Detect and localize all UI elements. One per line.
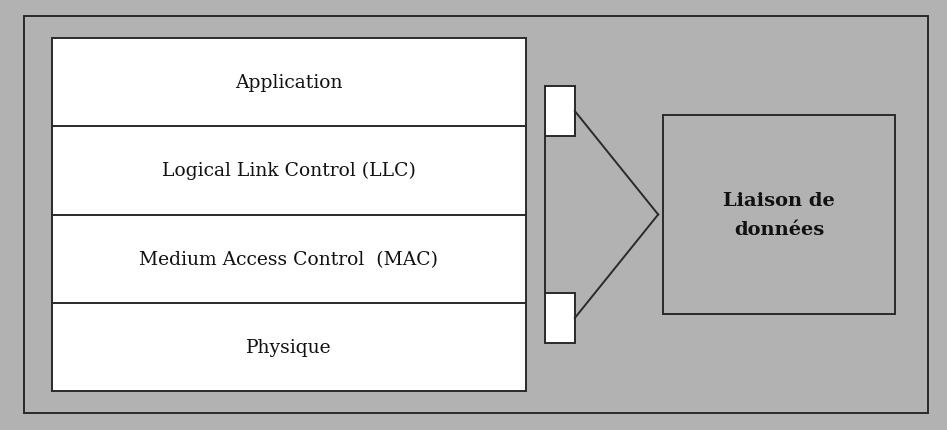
- Text: Logical Link Control (LLC): Logical Link Control (LLC): [162, 162, 416, 180]
- Bar: [663, 116, 895, 314]
- Text: Liaison de
données: Liaison de données: [723, 191, 835, 239]
- Bar: [52, 39, 526, 391]
- Text: Physique: Physique: [246, 338, 331, 356]
- Bar: [545, 87, 575, 137]
- Text: Medium Access Control  (MAC): Medium Access Control (MAC): [139, 250, 438, 268]
- Text: Application: Application: [235, 74, 343, 92]
- Bar: [545, 293, 575, 343]
